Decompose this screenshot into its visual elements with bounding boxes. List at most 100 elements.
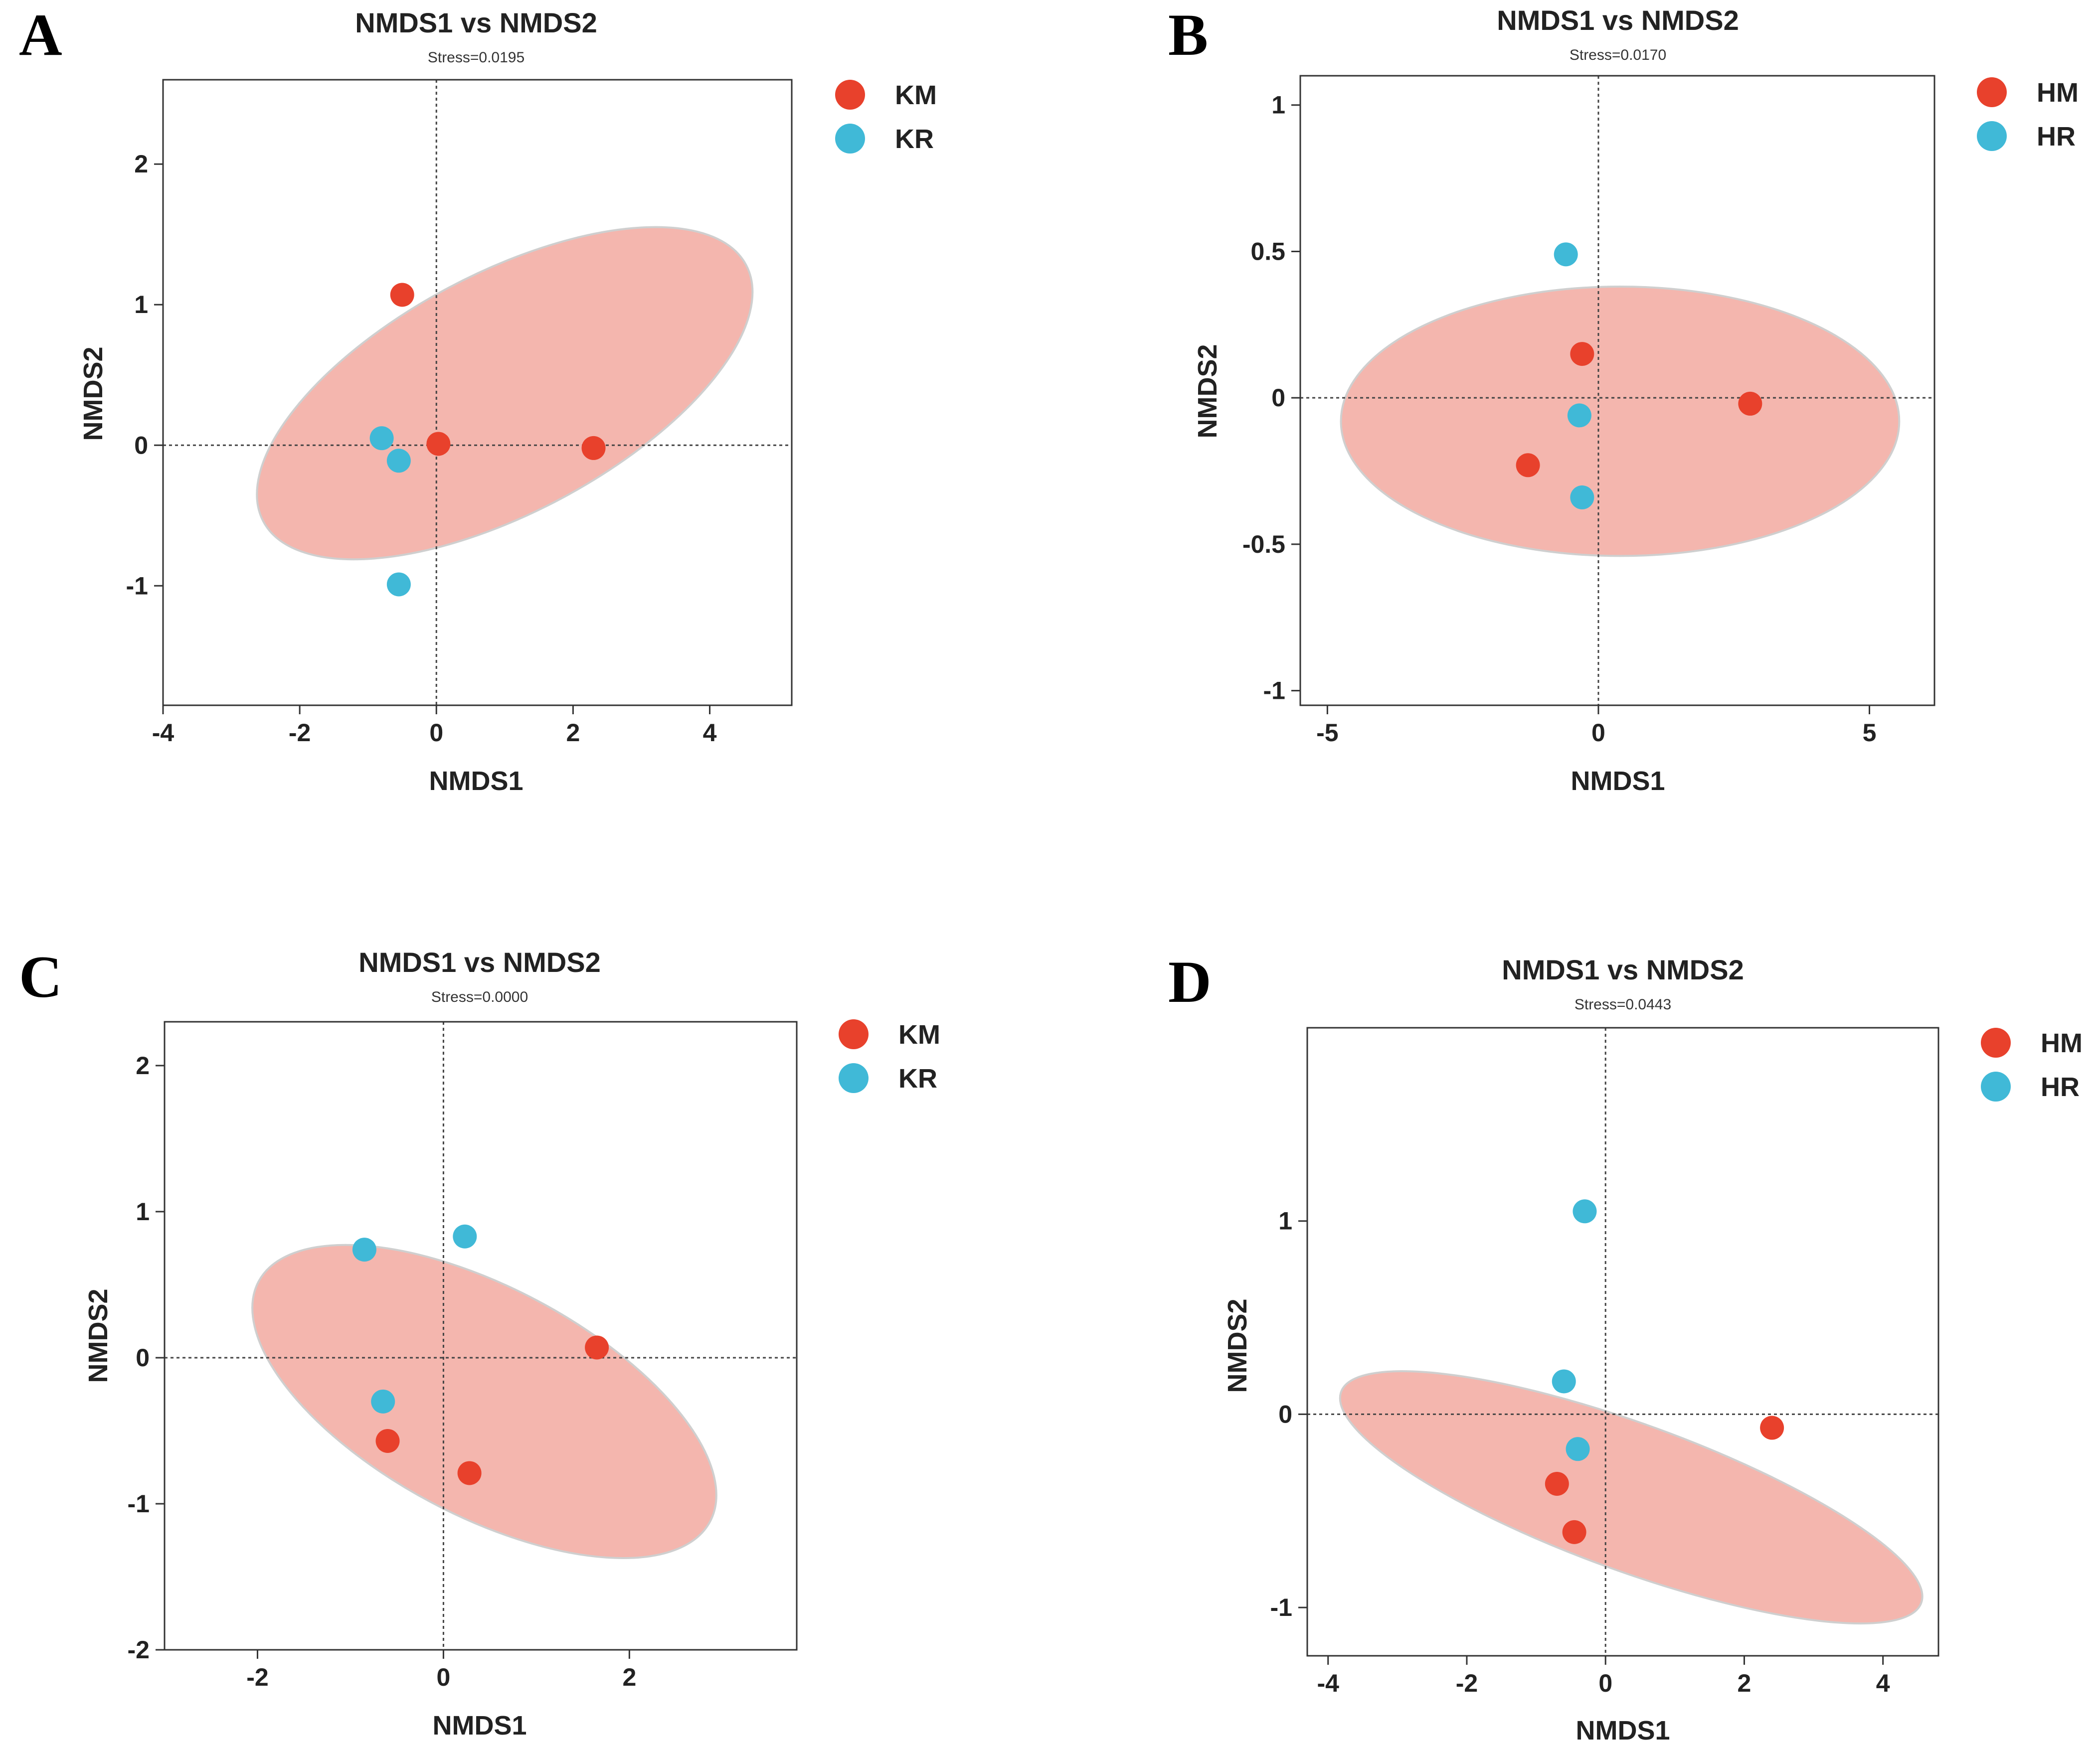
panel-letter: C [19, 944, 62, 1010]
data-point-hr [1566, 1437, 1590, 1461]
y-tick-label: 1 [1271, 91, 1285, 119]
y-tick-label: 0 [1278, 1400, 1292, 1428]
y-tick-label: 0 [1271, 384, 1285, 412]
y-tick-label: 1 [1278, 1207, 1292, 1235]
data-point-kr [386, 572, 411, 597]
plot-frame [164, 1021, 798, 1651]
y-tick-label: 2 [136, 1052, 150, 1080]
x-tick-label: 0 [1598, 1669, 1612, 1697]
confidence-ellipse-hm [1340, 285, 1901, 557]
data-point-hm [1516, 453, 1540, 477]
data-point-kr [453, 1224, 477, 1249]
panel-letter: D [1168, 949, 1212, 1015]
legend-label-kr: KR [895, 124, 934, 154]
y-tick-label: -1 [1263, 677, 1285, 705]
x-tick-label: 0 [429, 719, 443, 747]
data-point-kr [352, 1238, 376, 1262]
x-tick-label: 0 [1591, 719, 1605, 747]
confidence-ellipse-km [256, 226, 754, 561]
x-tick-label: 0 [437, 1663, 451, 1691]
chart-title: NMDS1 vs NMDS2 [358, 947, 600, 978]
legend-label-km: KM [895, 80, 937, 110]
data-point-hm [1738, 391, 1762, 416]
panel-b: B NMDS1 vs NMDS2 Stress=0.0170 -5 0 5 -1 -0.5 0 0… [1168, 1, 2079, 796]
y-axis-label: NMDS2 [78, 346, 108, 441]
data-point-hm [1545, 1471, 1569, 1496]
y-tick-label: -0.5 [1242, 530, 1285, 558]
x-tick-label: 4 [703, 719, 717, 747]
legend-marker-km [839, 1019, 869, 1049]
legend-marker-hr [1981, 1072, 2011, 1102]
x-tick-label: -4 [1317, 1669, 1340, 1697]
legend-label-kr: KR [898, 1064, 937, 1094]
data-point-km [585, 1335, 609, 1360]
y-tick-label: 0 [134, 431, 148, 459]
y-tick-label: 1 [134, 291, 148, 318]
data-point-km [426, 432, 451, 456]
chart-title: NMDS1 vs NMDS2 [1502, 954, 1744, 985]
panel-letter: A [19, 1, 62, 68]
legend-marker-hm [1981, 1028, 2011, 1058]
x-tick-label: 5 [1863, 719, 1877, 747]
legend-label-km: KM [898, 1020, 940, 1050]
y-axis-label: NMDS2 [1193, 344, 1223, 438]
y-tick-label: -1 [1270, 1593, 1292, 1621]
x-tick-label: -4 [152, 719, 175, 747]
data-point-km [375, 1429, 400, 1453]
y-tick-label: 0.5 [1250, 237, 1285, 265]
data-point-kr [371, 1389, 395, 1414]
data-point-hm [1570, 342, 1594, 366]
y-axis-label: NMDS2 [1223, 1298, 1252, 1393]
x-axis-label: NMDS1 [432, 1711, 526, 1741]
legend-marker-kr [839, 1063, 869, 1093]
legend-label-hm: HM [2037, 78, 2079, 108]
x-tick-label: 2 [1738, 1669, 1751, 1697]
chart-title: NMDS1 vs NMDS2 [1497, 4, 1739, 36]
y-tick-label: -1 [126, 572, 148, 600]
x-tick-label: 2 [566, 719, 580, 747]
legend-label-hr: HR [2041, 1072, 2080, 1102]
confidence-ellipse-km [251, 1244, 717, 1559]
data-point-km [581, 436, 606, 460]
x-tick-label: -2 [246, 1663, 268, 1691]
x-tick-label: -2 [289, 719, 311, 747]
data-point-km [390, 283, 414, 307]
stress-value: Stress=0.0195 [428, 49, 525, 66]
x-tick-label: -5 [1316, 719, 1338, 747]
data-point-hm [1562, 1520, 1586, 1544]
y-tick-label: 2 [134, 150, 148, 178]
data-point-hr [1570, 485, 1594, 509]
stress-value: Stress=0.0170 [1570, 47, 1666, 63]
stress-value: Stress=0.0000 [431, 989, 528, 1005]
plot-frame [1299, 75, 1935, 706]
legend-marker-km [835, 80, 865, 110]
y-tick-label: -2 [128, 1636, 150, 1664]
panel-d: D NMDS1 vs NMDS2 Stress=0.0443 -4 -2 0 2 4 -1 0 1 N… [1168, 949, 2083, 1746]
stress-value: Stress=0.0443 [1575, 996, 1671, 1013]
y-tick-label: 1 [136, 1198, 150, 1226]
panel-c: C NMDS1 vs NMDS2 Stress=0.0000 -2 0 2 -2 -1 0 1 2 N… [19, 944, 940, 1741]
data-point-hr [1573, 1199, 1597, 1224]
panel-a: A NMDS1 vs NMDS2 Stress=0.0195 -4 -2 0 2 4 -1 0 1 2… [19, 1, 937, 796]
x-axis-label: NMDS1 [1575, 1716, 1670, 1746]
confidence-ellipse-hm [1339, 1370, 1924, 1625]
data-point-hr [1567, 403, 1591, 428]
chart-title: NMDS1 vs NMDS2 [355, 7, 597, 38]
y-tick-label: -1 [128, 1490, 150, 1518]
x-axis-label: NMDS1 [1571, 766, 1665, 796]
legend-marker-kr [835, 124, 865, 154]
panel-letter: B [1168, 1, 1208, 68]
plot-frame [162, 79, 793, 706]
x-axis-label: NMDS1 [429, 766, 523, 796]
plot-frame [1306, 1027, 1939, 1657]
legend-label-hm: HM [2041, 1028, 2083, 1058]
legend-marker-hr [1977, 121, 2007, 151]
x-tick-label: 2 [622, 1663, 636, 1691]
data-point-hr [1554, 242, 1578, 267]
legend-marker-hm [1977, 77, 2007, 107]
data-point-hr [1552, 1369, 1576, 1394]
x-tick-label: -2 [1456, 1669, 1478, 1697]
legend-label-hr: HR [2037, 122, 2076, 152]
y-axis-label: NMDS2 [83, 1288, 113, 1383]
